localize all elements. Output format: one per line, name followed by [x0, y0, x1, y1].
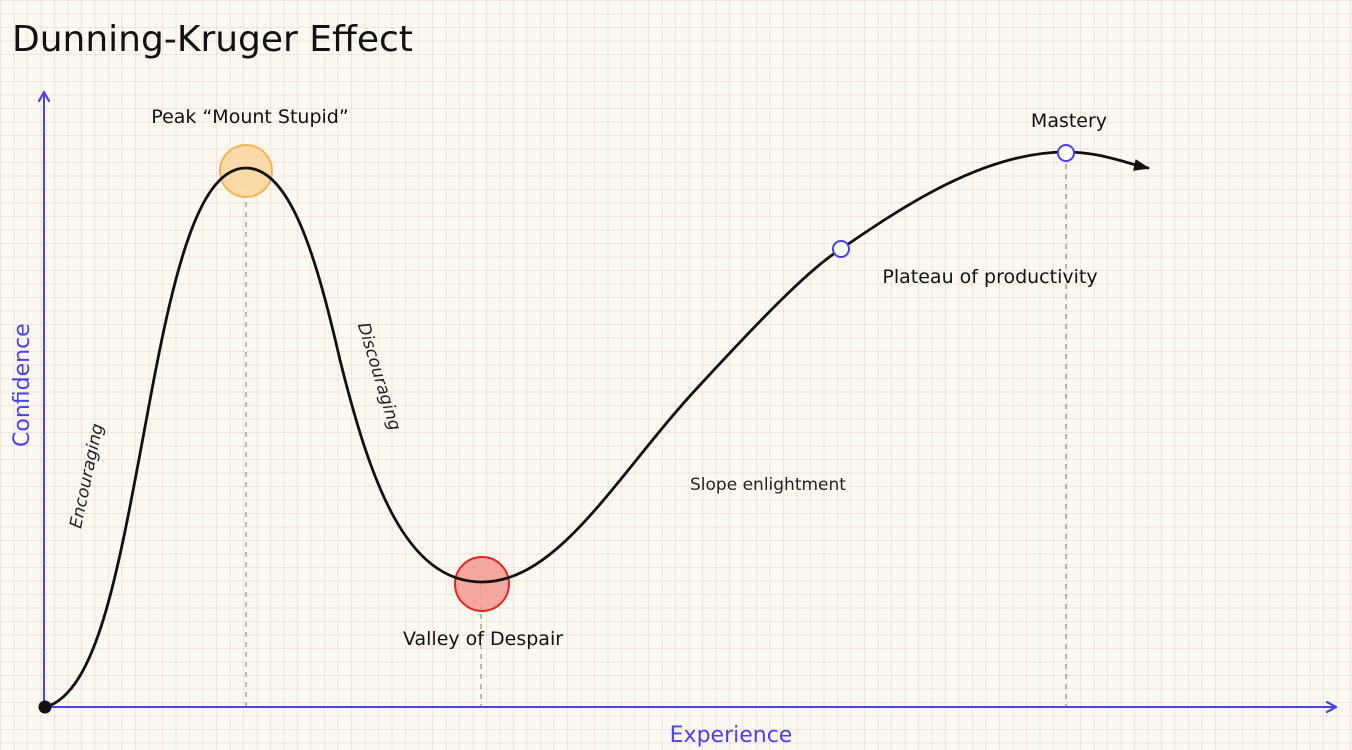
plateau-label: Plateau of productivity [882, 266, 1097, 288]
discouraging-label: Discouraging [353, 320, 405, 433]
peak-marker [219, 144, 273, 198]
slope-label: Slope enlightment [690, 475, 846, 495]
valley-marker [454, 556, 510, 612]
confidence-curve [44, 150, 1150, 709]
x-axis-label: Experience [670, 723, 793, 748]
origin-point [38, 700, 52, 714]
valley-label: Valley of Despair [403, 628, 563, 650]
encouraging-label: Encouraging [66, 422, 108, 531]
diagram-title: Dunning-Kruger Effect [12, 19, 413, 60]
y-axis-label: Confidence [10, 323, 35, 447]
mastery-label: Mastery [1031, 110, 1107, 132]
mastery-marker [1057, 144, 1075, 162]
plateau-marker [832, 240, 850, 258]
peak-label: Peak “Mount Stupid” [151, 106, 348, 128]
